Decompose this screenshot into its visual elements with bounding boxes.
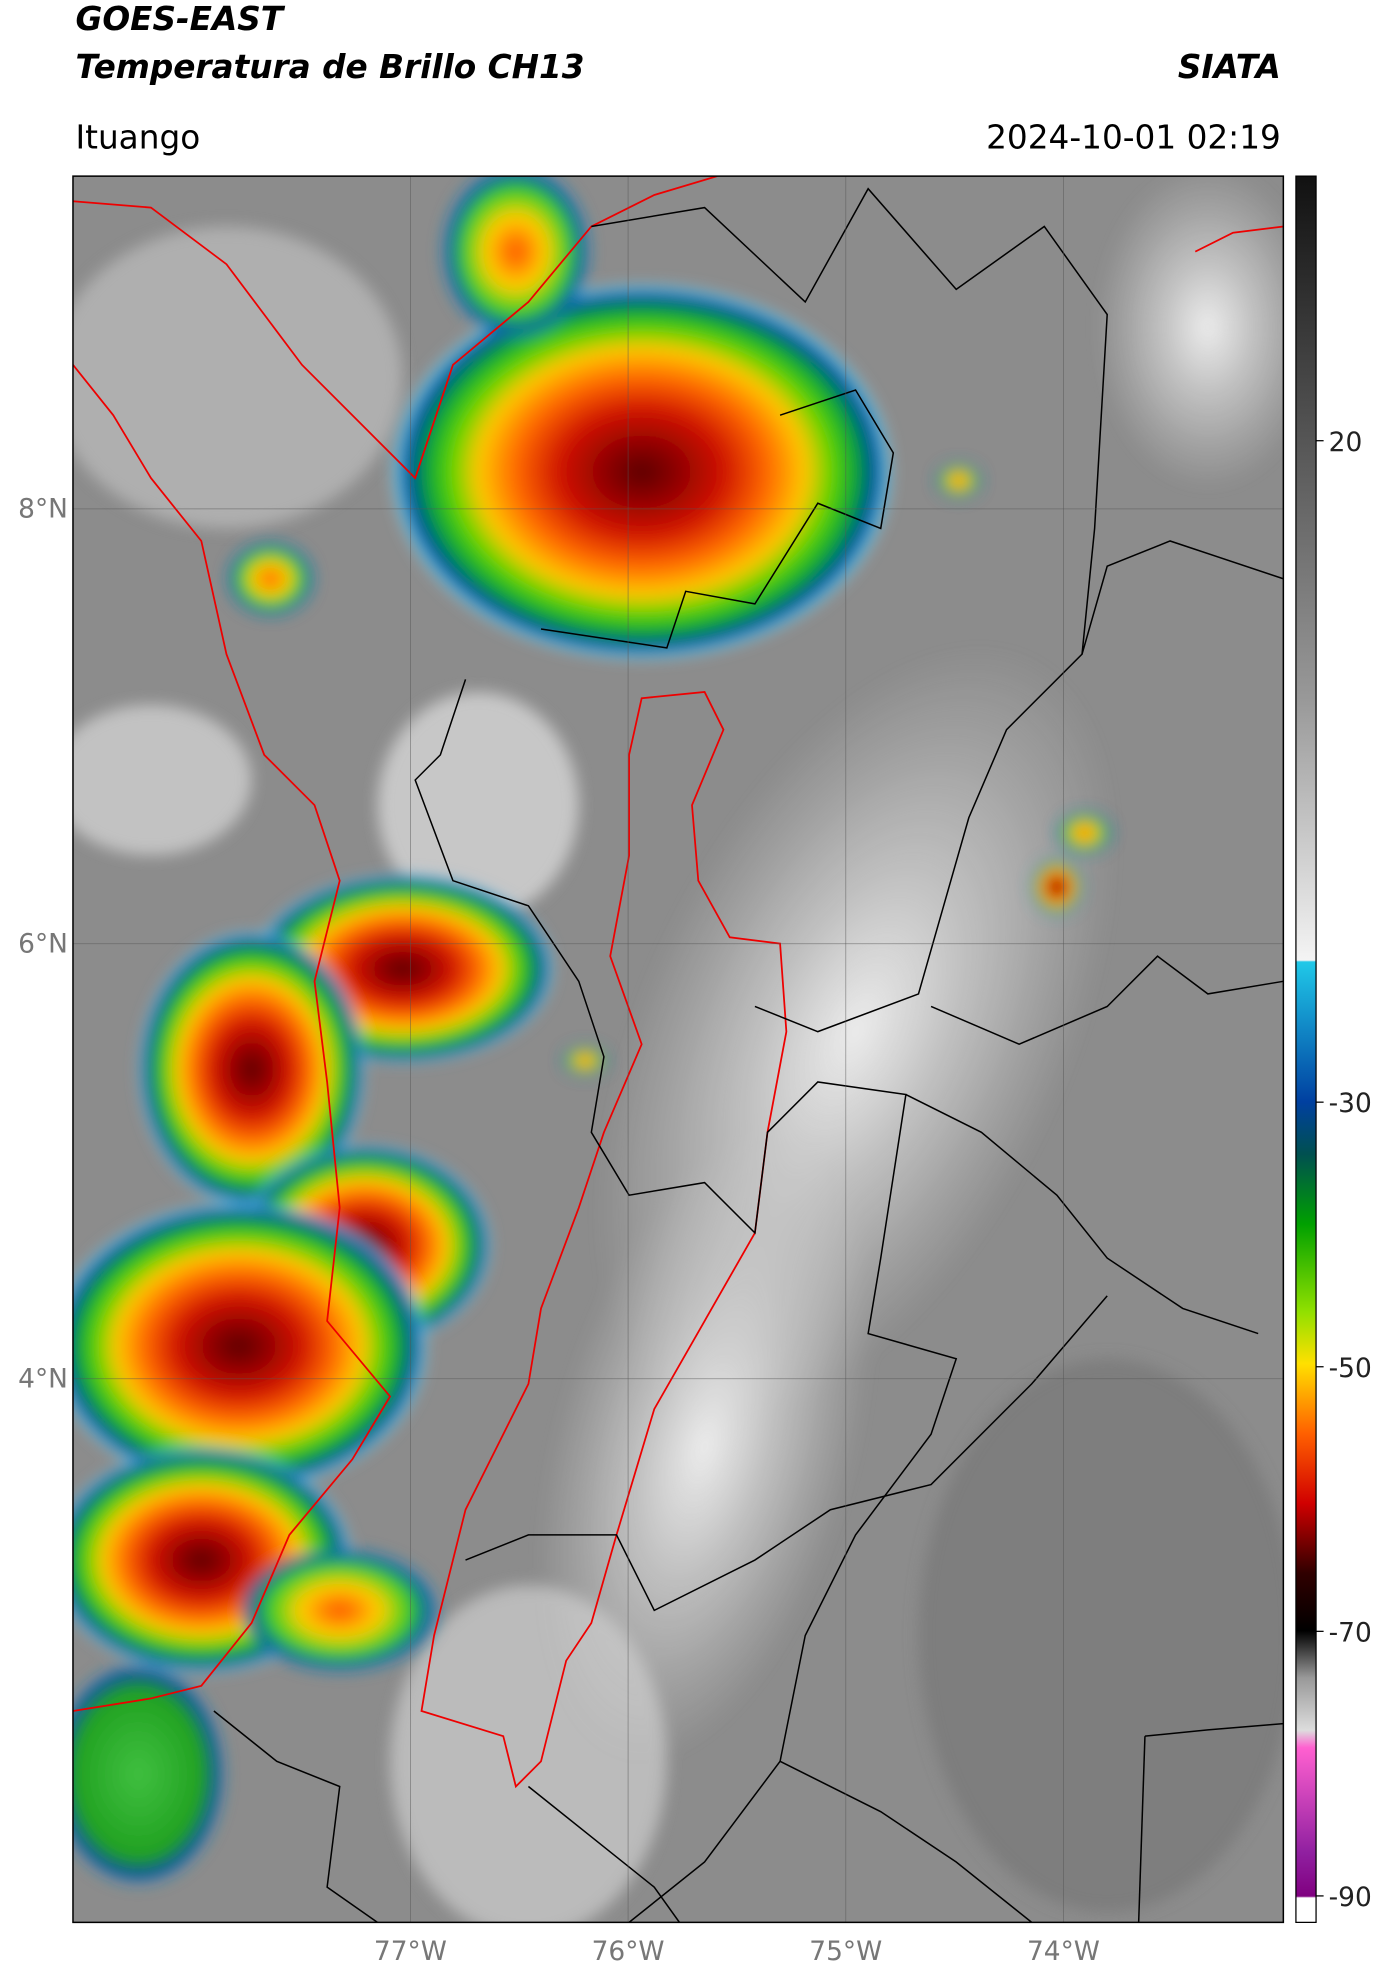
datetime: 2024-10-01 02:19 — [986, 118, 1281, 156]
satellite-image — [72, 176, 1284, 1923]
subtitle: Temperatura de Brillo CH13 — [75, 48, 584, 86]
lon-tick-label: 77°W — [374, 1936, 447, 1967]
colorbar-tick-label: -70 — [1329, 1617, 1372, 1648]
lon-tick-label: 75°W — [809, 1936, 882, 1967]
map-frame — [72, 175, 1285, 1924]
lat-tick-label: 6°N — [18, 929, 68, 960]
title: GOES-EAST — [75, 0, 285, 38]
location: Ituango — [75, 118, 200, 156]
colorbar-tick-label: -90 — [1329, 1882, 1372, 1913]
graticule — [72, 176, 1284, 1923]
lat-tick-label: 8°N — [18, 494, 68, 525]
colorbar-tick-label: -50 — [1329, 1353, 1372, 1384]
lon-tick-label: 76°W — [592, 1936, 665, 1967]
colorbar-tick-label: -30 — [1329, 1088, 1372, 1119]
map-axes: 8°N 6°N 4°N 77°W 76°W 75°W 74°W — [18, 494, 1100, 1967]
source: SIATA — [1178, 48, 1281, 86]
colorbar-tick-label: 20 — [1329, 427, 1363, 458]
colorbar-ticks: 20 -30 -50 -70 -90 — [1316, 427, 1372, 1913]
lon-tick-label: 74°W — [1027, 1936, 1100, 1967]
lat-tick-label: 4°N — [18, 1364, 68, 1395]
colorbar — [1295, 175, 1317, 1924]
